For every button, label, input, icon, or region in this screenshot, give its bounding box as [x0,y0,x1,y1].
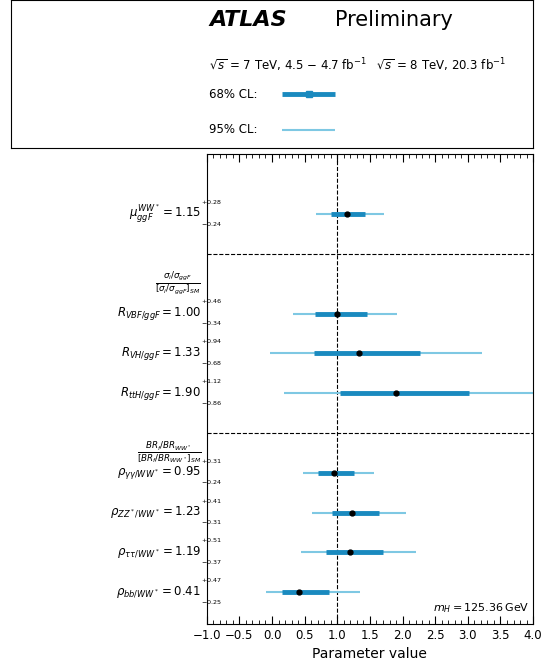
Text: $\mu_{ggF}^{WW^*} = 1.15$: $\mu_{ggF}^{WW^*} = 1.15$ [129,203,201,225]
Text: $\sqrt{s}$ = 7 TeV, 4.5 $-$ 4.7 fb$^{-1}$: $\sqrt{s}$ = 7 TeV, 4.5 $-$ 4.7 fb$^{-1}… [209,56,367,74]
Text: $_{-0.31}$: $_{-0.31}$ [201,518,222,527]
Text: $_{-0.37}$: $_{-0.37}$ [201,558,222,567]
Text: $_{-0.86}$: $_{-0.86}$ [201,399,222,408]
Text: $R_{VBF/ggF} = 1.00$: $R_{VBF/ggF} = 1.00$ [117,305,201,322]
Text: $_{-0.24}$: $_{-0.24}$ [201,478,222,487]
Text: $^{+0.31}$: $^{+0.31}$ [201,458,222,467]
Text: $^{+0.51}$: $^{+0.51}$ [201,538,222,547]
X-axis label: Parameter value: Parameter value [312,648,428,662]
Text: $\frac{\sigma_i/\sigma_{ggF}}{[\sigma_i/\sigma_{ggF}]_{SM}}$: $\frac{\sigma_i/\sigma_{ggF}}{[\sigma_i/… [155,270,201,297]
Text: $^{+0.47}$: $^{+0.47}$ [201,578,222,586]
Text: $\sqrt{s}$ = 8 TeV, 20.3 fb$^{-1}$: $\sqrt{s}$ = 8 TeV, 20.3 fb$^{-1}$ [376,56,506,74]
Text: 68% CL:: 68% CL: [209,88,258,101]
Text: $\rho_{\gamma\gamma/WW^*} = 0.95$: $\rho_{\gamma\gamma/WW^*} = 0.95$ [117,464,201,481]
Text: $^{+0.41}$: $^{+0.41}$ [201,498,222,507]
Text: $\rho_{ZZ^*/WW^*} = 1.23$: $\rho_{ZZ^*/WW^*} = 1.23$ [110,505,201,520]
Text: $\rho_{bb/WW^*} = 0.41$: $\rho_{bb/WW^*} = 0.41$ [116,584,201,600]
Text: $_{-0.25}$: $_{-0.25}$ [201,598,222,607]
Text: $^{+0.28}$: $^{+0.28}$ [201,199,222,209]
Text: $^{+1.12}$: $^{+1.12}$ [201,378,222,388]
Text: $m_H = 125.36\,\mathrm{GeV}$: $m_H = 125.36\,\mathrm{GeV}$ [434,601,530,615]
Text: ATLAS: ATLAS [209,10,287,30]
Text: $R_{ttH/ggF} = 1.90$: $R_{ttH/ggF} = 1.90$ [120,384,201,402]
Text: $_{-0.68}$: $_{-0.68}$ [201,359,222,368]
Text: 95% CL:: 95% CL: [209,123,258,136]
Text: $^{+0.46}$: $^{+0.46}$ [201,299,222,308]
Text: $^{+0.94}$: $^{+0.94}$ [201,339,222,348]
Text: $\rho_{\tau\tau/WW^*} = 1.19$: $\rho_{\tau\tau/WW^*} = 1.19$ [117,545,201,560]
Text: $_{-0.34}$: $_{-0.34}$ [201,319,222,328]
Text: $\frac{BR_f/BR_{WW^*}}{[BR_f/BR_{WW^*}]_{SM}}$: $\frac{BR_f/BR_{WW^*}}{[BR_f/BR_{WW^*}]_… [137,440,201,466]
Text: $R_{VH/ggF} = 1.33$: $R_{VH/ggF} = 1.33$ [121,345,201,362]
Text: $_{-0.24}$: $_{-0.24}$ [201,219,222,229]
Text: Preliminary: Preliminary [335,10,453,30]
